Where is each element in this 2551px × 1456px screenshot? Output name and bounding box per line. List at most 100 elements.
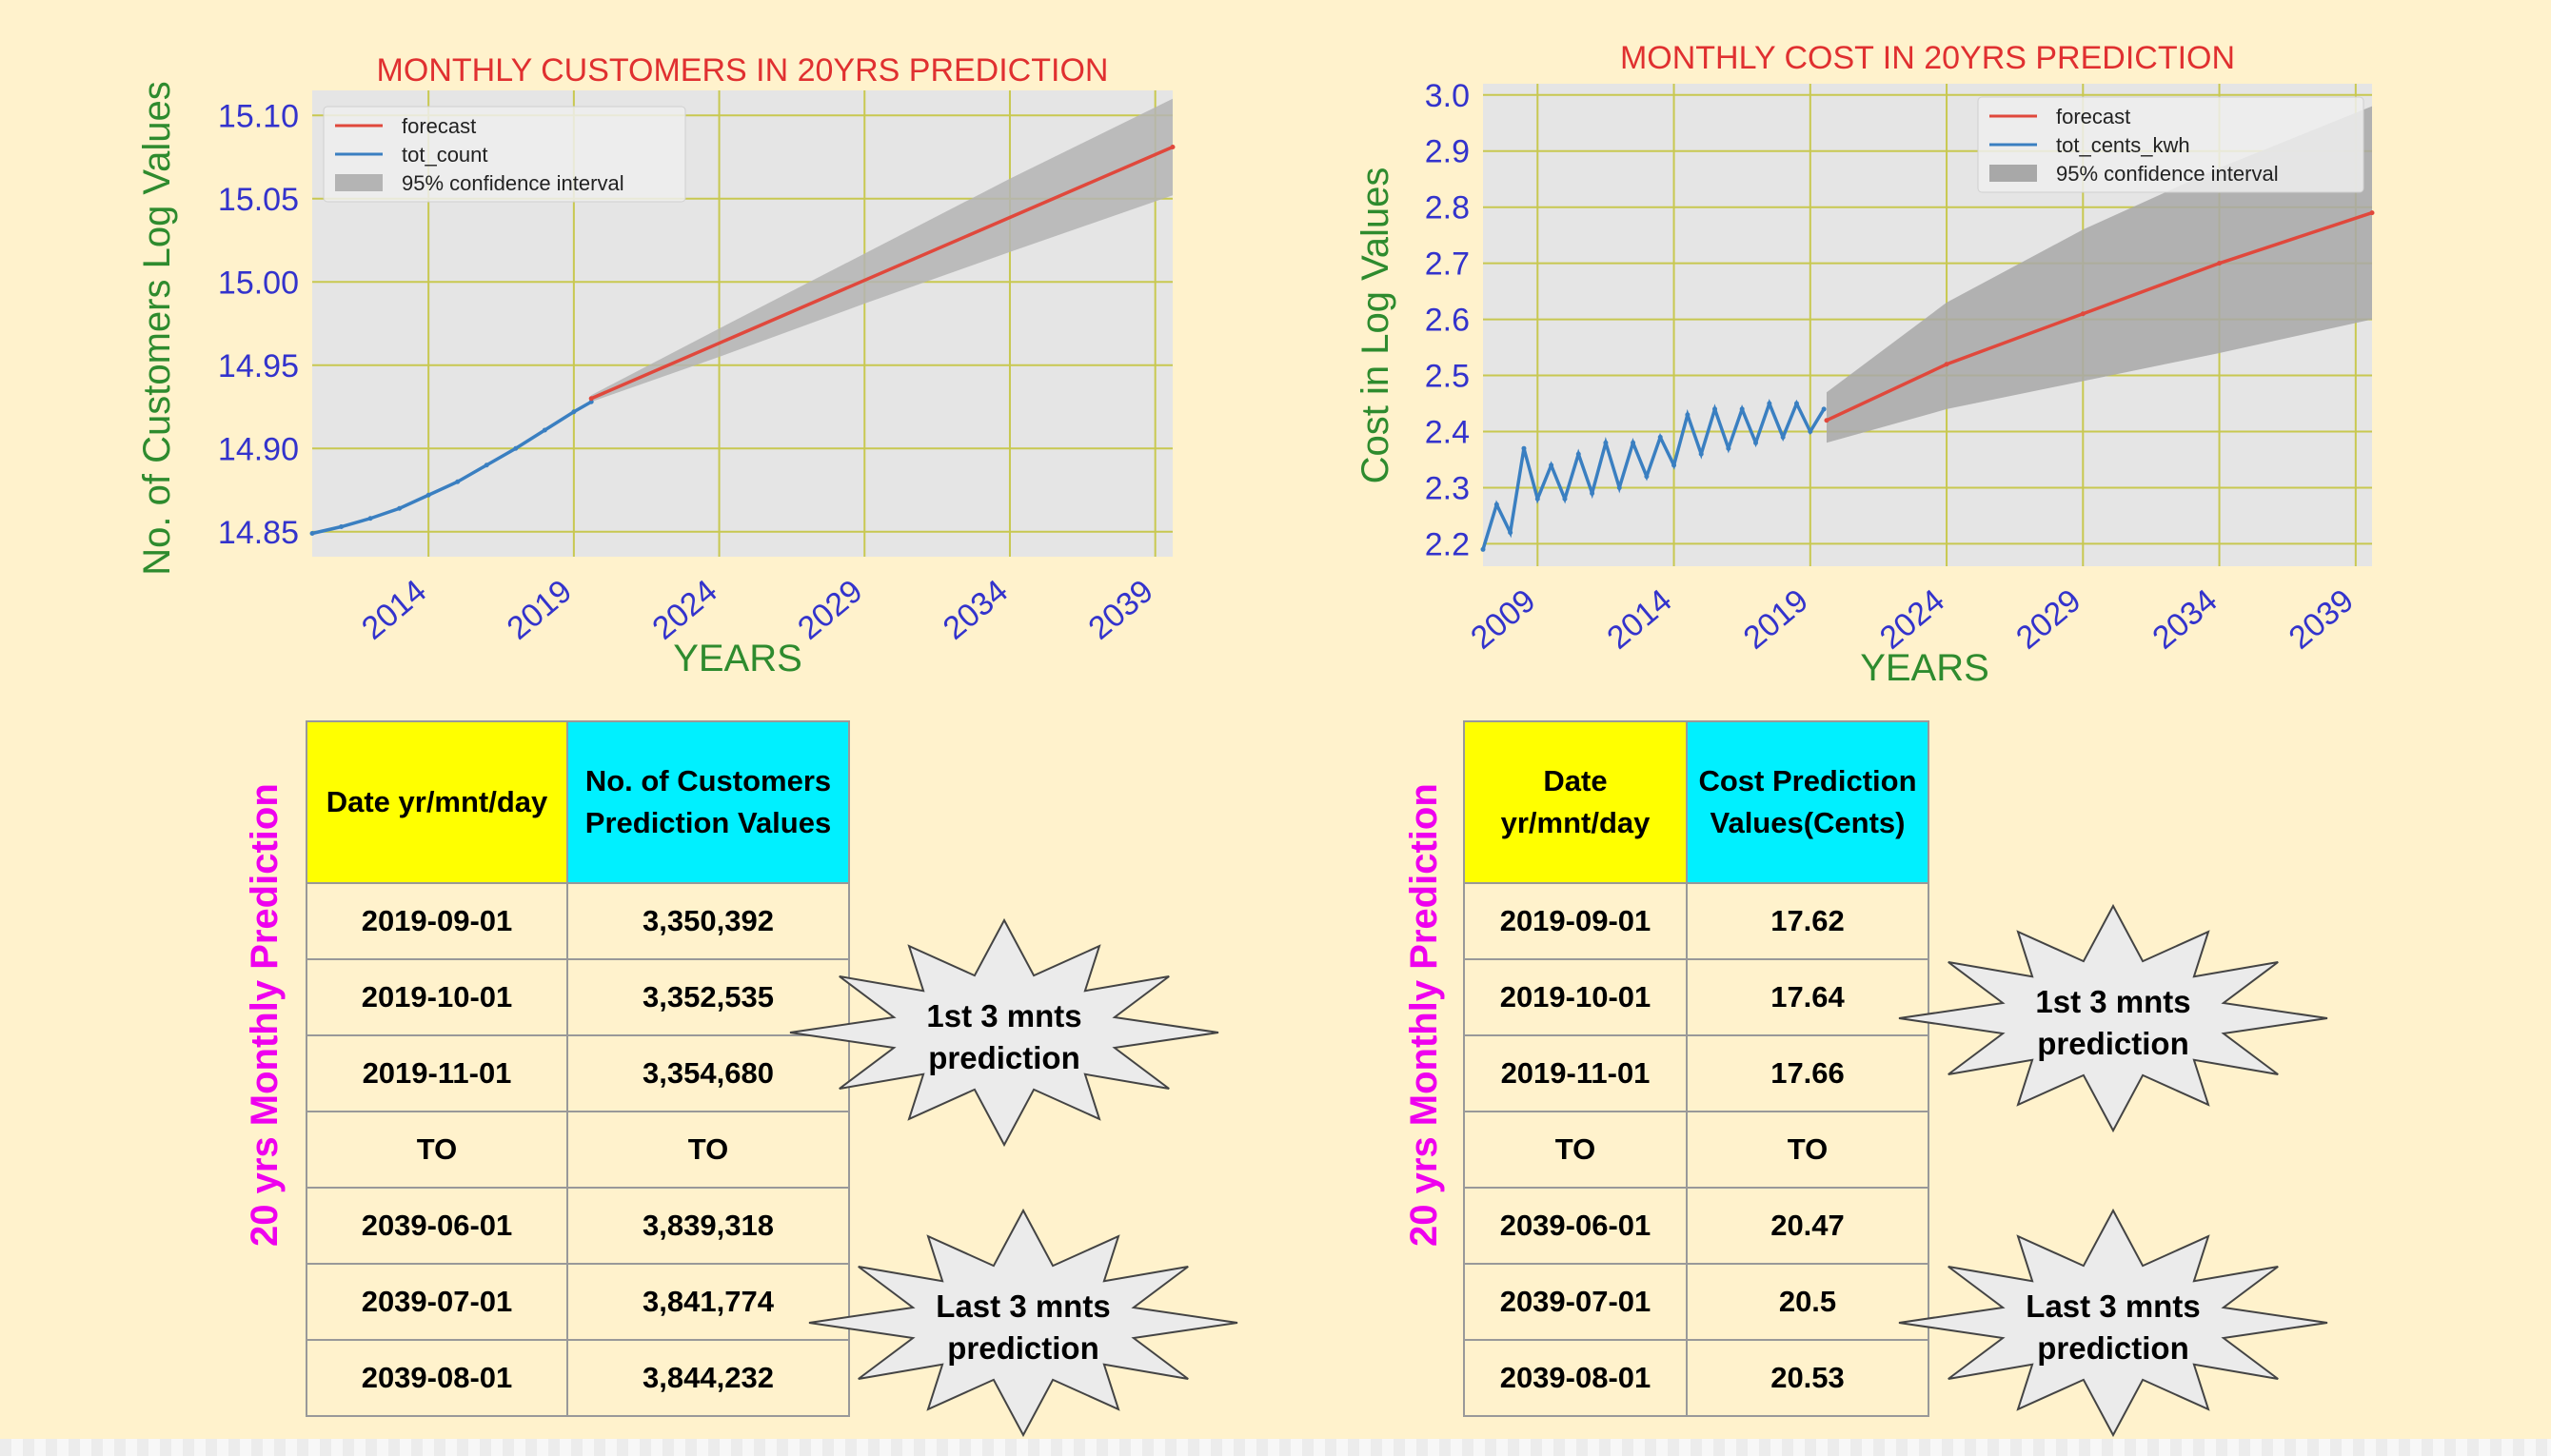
- data-point: [1644, 474, 1650, 480]
- table-row: 2019-10-01 17.64: [1463, 958, 1929, 1036]
- date-cell: 2019-10-01: [306, 958, 568, 1036]
- callout-text: Last 3 mnts: [2026, 1289, 2200, 1324]
- value-cell: 17.64: [1686, 958, 1929, 1036]
- data-point: [513, 445, 519, 451]
- y-tick-label: 14.90: [218, 431, 299, 467]
- cost-first-callout: 1st 3 mnts prediction: [1898, 904, 2328, 1132]
- y-tick-label: 15.05: [218, 182, 299, 218]
- date-cell: 2019-09-01: [1463, 882, 1688, 960]
- starburst-shape: [1898, 904, 2328, 1132]
- table-row: TO TO: [306, 1111, 850, 1189]
- table-row: TO TO: [1463, 1111, 1929, 1189]
- data-point: [1170, 145, 1176, 149]
- bottom-strip: [0, 1439, 2551, 1456]
- customers-last-callout: Last 3 mnts prediction: [808, 1209, 1238, 1437]
- y-tick-label: 2.4: [1425, 415, 1470, 451]
- callout-text: 1st 3 mnts: [926, 998, 1081, 1033]
- data-point: [1521, 445, 1527, 451]
- y-tick-label: 2.2: [1425, 526, 1470, 562]
- date-cell: 2019-11-01: [306, 1034, 568, 1112]
- table-row: 2039-06-01 3,839,318: [306, 1187, 850, 1265]
- date-cell: 2039-08-01: [306, 1339, 568, 1417]
- date-cell: 2039-06-01: [1463, 1187, 1688, 1265]
- data-point: [2217, 261, 2223, 266]
- x-tick-label: 2034: [937, 573, 1015, 647]
- data-point: [1590, 490, 1595, 496]
- legend-box: [1977, 96, 2364, 193]
- legend-swatch: [1989, 165, 2037, 182]
- value-cell: 3,354,680: [566, 1034, 850, 1112]
- data-point: [484, 462, 489, 468]
- callout-text: Last 3 mnts: [936, 1289, 1110, 1324]
- date-cell: 2039-07-01: [306, 1263, 568, 1341]
- data-point: [1808, 429, 1813, 435]
- x-tick-label: 2014: [1600, 582, 1678, 657]
- cost-chart: 2.2 2.3 2.4 2.5 2.6 2.7 2.8 2.9 3.0 2009 2014 2019 2…: [1355, 40, 2375, 689]
- data-point: [542, 427, 547, 433]
- value-cell: 3,841,774: [566, 1263, 850, 1341]
- table-header-row: Date yr/mnt/day No. of Customers Predict…: [306, 720, 850, 884]
- series-line-forecast: [590, 145, 1174, 401]
- x-tick-label: 2029: [791, 573, 869, 647]
- y-axis-label: No. of Customers Log Values: [136, 81, 178, 576]
- y-tick-label: 2.6: [1425, 303, 1470, 339]
- data-point: [1793, 401, 1799, 406]
- date-cell: 2019-11-01: [1463, 1034, 1688, 1112]
- x-tick-label: 2034: [2146, 582, 2224, 657]
- legend-label: tot_count: [402, 143, 488, 167]
- chart-title: MONTHLY COST IN 20YRS PREDICTION: [1620, 40, 2235, 76]
- date-cell: TO: [1463, 1111, 1688, 1189]
- data-point: [1712, 406, 1718, 412]
- value-cell: 20.47: [1686, 1187, 1929, 1265]
- date-cell: TO: [306, 1111, 568, 1189]
- table-row: 2019-09-01 3,350,392: [306, 882, 850, 960]
- callout-text: prediction: [2037, 1330, 2189, 1366]
- header-date: Date yr/mnt/day: [1463, 720, 1688, 884]
- x-tick-label: 2029: [2009, 582, 2087, 657]
- date-cell: 2019-09-01: [306, 882, 568, 960]
- value-cell: 20.5: [1686, 1263, 1929, 1341]
- data-point: [1616, 484, 1622, 490]
- x-tick-label: 2039: [1081, 573, 1159, 647]
- data-point: [367, 516, 373, 521]
- data-point: [2080, 311, 2086, 317]
- data-point: [1726, 445, 1731, 451]
- customers-side-label: 20 yrs Monthly Prediction: [244, 783, 286, 1247]
- confidence-interval-band: [591, 98, 1173, 403]
- cost-prediction-table: Date yr/mnt/day Cost Prediction Values(C…: [1463, 720, 1929, 1417]
- legend-label: tot_cents_kwh: [2056, 133, 2190, 157]
- data-point: [1575, 451, 1581, 457]
- table-row: 2039-08-01 3,844,232: [306, 1339, 850, 1417]
- y-tick-label: 2.5: [1425, 359, 1470, 395]
- header-value: No. of Customers Prediction Values: [566, 720, 850, 884]
- series-line-tot-cents-kwh: [1481, 399, 1826, 550]
- data-point: [1780, 434, 1786, 440]
- value-cell: 3,350,392: [566, 882, 850, 960]
- table-row: 2019-11-01 3,354,680: [306, 1034, 850, 1112]
- legend-label: forecast: [2056, 105, 2130, 128]
- data-point: [1753, 440, 1759, 445]
- value-cell: 3,844,232: [566, 1339, 850, 1417]
- value-cell: 3,839,318: [566, 1187, 850, 1265]
- data-point: [1739, 406, 1745, 412]
- data-point: [1657, 434, 1663, 440]
- value-cell: TO: [566, 1111, 850, 1189]
- legend-label: forecast: [402, 114, 476, 138]
- x-tick-label: 2024: [1873, 582, 1951, 657]
- table-row: 2039-08-01 20.53: [1463, 1339, 1929, 1417]
- data-point: [588, 399, 594, 404]
- x-tick-label: 2014: [355, 573, 433, 647]
- y-tick-label: 14.95: [218, 348, 299, 384]
- value-cell: 3,352,535: [566, 958, 850, 1036]
- data-point: [339, 524, 345, 529]
- table-header-row: Date yr/mnt/day Cost Prediction Values(C…: [1463, 720, 1929, 884]
- table-row: 2019-09-01 17.62: [1463, 882, 1929, 960]
- date-cell: 2039-07-01: [1463, 1263, 1688, 1341]
- data-point: [588, 396, 594, 402]
- data-point: [425, 492, 431, 498]
- chart-title: MONTHLY CUSTOMERS IN 20YRS PREDICTION: [377, 52, 1109, 89]
- data-point: [455, 479, 461, 484]
- x-axis-label: YEARS: [1860, 647, 1989, 689]
- x-axis-label: YEARS: [673, 638, 802, 679]
- header-date: Date yr/mnt/day: [306, 720, 568, 884]
